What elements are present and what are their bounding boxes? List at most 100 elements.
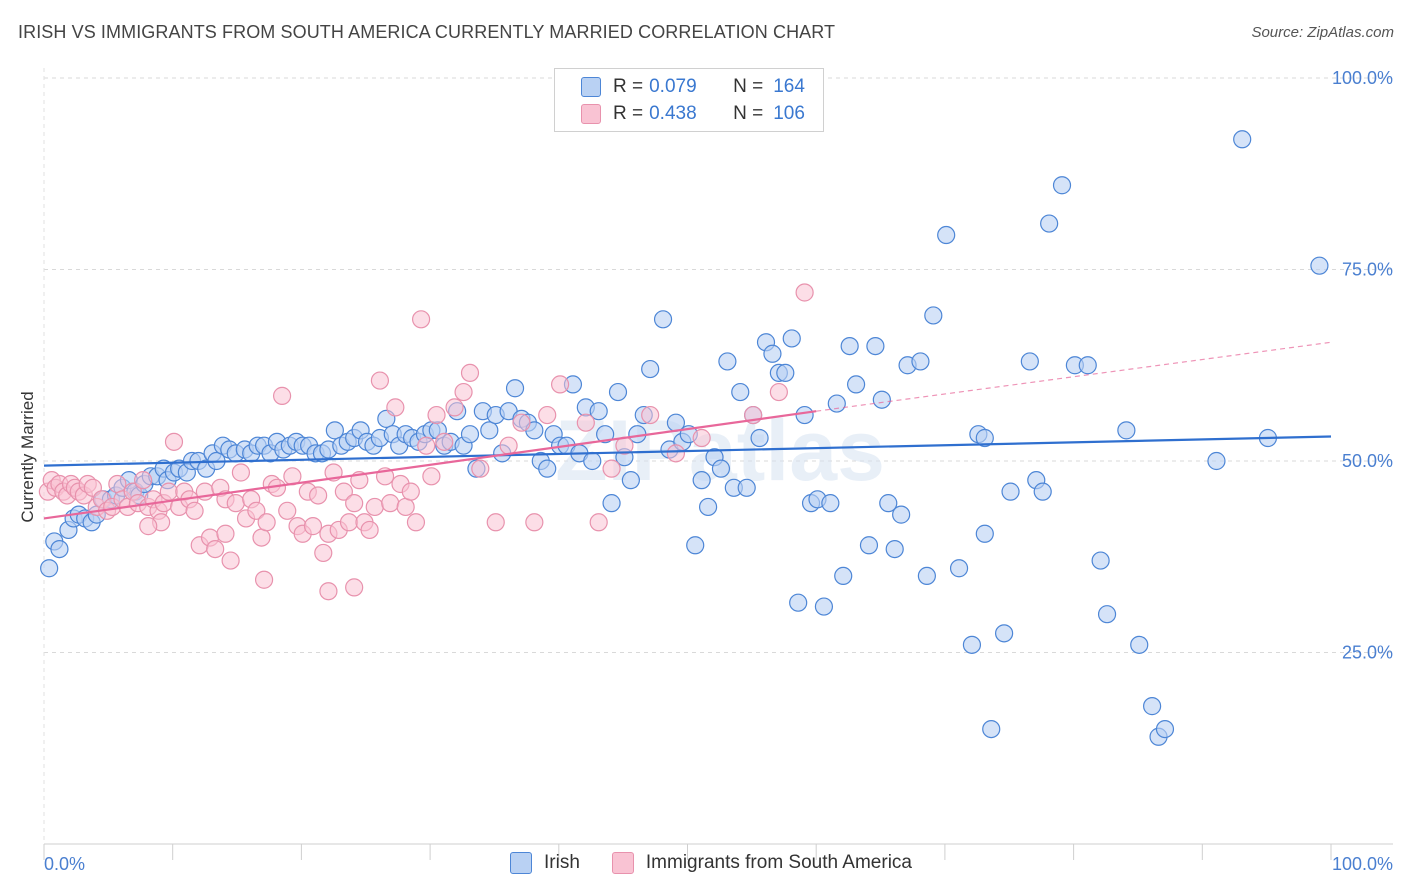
sa-point <box>108 474 127 494</box>
irish-n-label: N = <box>733 76 764 97</box>
irish-legend-swatch <box>510 852 532 874</box>
irish-point <box>641 359 660 379</box>
irish-point <box>1040 214 1059 233</box>
x-tick-label-max: 100.0% <box>1332 854 1393 874</box>
sa-point <box>309 486 328 505</box>
y-tick-label-50: 50.0% <box>1342 451 1393 471</box>
sa-point <box>427 405 446 425</box>
irish-point <box>505 379 525 398</box>
irish-point <box>885 539 904 559</box>
irish-point <box>1001 482 1020 501</box>
irish-point <box>602 494 621 513</box>
trend-lines <box>43 341 1332 520</box>
sa-point <box>216 524 235 543</box>
irish-point <box>480 421 499 440</box>
irish-legend-label: Irish <box>544 852 580 873</box>
sa-point <box>460 363 480 383</box>
sa-point <box>576 413 595 432</box>
irish-point <box>653 310 673 329</box>
irish-point <box>1207 451 1226 471</box>
sa-trend-line-extended <box>816 341 1332 412</box>
irish-point <box>596 425 615 444</box>
sa-point <box>339 513 359 532</box>
sa-point <box>303 517 323 536</box>
irish-point <box>538 459 557 478</box>
irish-point <box>608 382 628 402</box>
sa-point <box>254 570 274 589</box>
sa-point <box>345 494 364 513</box>
sa-point <box>365 497 384 517</box>
irish-point <box>795 405 814 425</box>
irish-point <box>621 471 640 490</box>
irish-point <box>1155 719 1175 739</box>
irish-point <box>1117 421 1136 440</box>
sa-point <box>334 482 353 501</box>
sa-point <box>206 539 225 559</box>
irish-point <box>892 505 911 524</box>
legend-item-south-america[interactable]: Immigrants from South America <box>611 852 912 874</box>
sa-point <box>795 283 814 302</box>
sa-point <box>512 413 531 432</box>
irish-point <box>589 402 608 421</box>
irish-point <box>1233 130 1252 149</box>
irish-point <box>872 390 891 409</box>
legend-item-irish[interactable]: Irish <box>510 852 580 874</box>
south-america-swatch <box>581 104 601 124</box>
sa-point <box>164 432 184 451</box>
gridlines <box>44 77 1393 653</box>
south-america-points <box>38 283 814 601</box>
irish-point <box>1091 551 1110 570</box>
sa-point <box>139 517 158 536</box>
axes <box>43 68 1393 860</box>
sa-point <box>370 371 390 390</box>
irish-point <box>583 451 602 471</box>
irish-point <box>866 337 885 356</box>
sa-point <box>692 428 711 448</box>
sa-trend-line <box>43 410 817 520</box>
irish-point <box>731 382 750 402</box>
sa-point <box>231 463 251 482</box>
sa-point <box>445 398 464 417</box>
sa-point <box>454 382 473 402</box>
series-legend: Irish Immigrants from South America <box>510 852 944 874</box>
irish-point <box>975 524 994 543</box>
sa-n-value: 106 <box>773 103 805 124</box>
y-tick-label-100: 100.0% <box>1332 68 1393 88</box>
irish-point <box>750 428 769 448</box>
sa-point <box>550 375 570 394</box>
irish-point <box>776 363 795 383</box>
tick-labels: 25.0% 50.0% 75.0% 100.0% 0.0% 100.0% <box>44 68 1393 874</box>
y-tick-label-75: 75.0% <box>1342 260 1393 280</box>
sa-point <box>247 501 266 520</box>
sa-legend-swatch <box>611 852 634 874</box>
irish-point <box>1078 356 1097 375</box>
irish-point <box>827 394 846 413</box>
irish-point <box>840 337 859 356</box>
irish-point <box>686 536 705 555</box>
irish-point <box>911 352 930 371</box>
sa-legend-label: Immigrants from South America <box>645 852 912 873</box>
sa-point <box>226 494 245 513</box>
sa-point <box>345 578 364 597</box>
irish-swatch <box>581 77 601 97</box>
sa-point <box>641 405 660 425</box>
irish-point <box>1310 256 1329 275</box>
sa-point <box>272 386 292 405</box>
sa-point <box>538 405 557 425</box>
sa-r-value: 0.438 <box>649 103 697 124</box>
sa-point <box>411 310 431 329</box>
irish-point <box>1052 176 1072 195</box>
sa-point <box>471 459 490 478</box>
irish-point <box>50 539 69 559</box>
sa-point <box>319 582 338 601</box>
irish-point <box>40 559 59 578</box>
irish-point <box>975 428 994 448</box>
irish-point <box>1020 352 1039 371</box>
sa-point <box>221 551 240 570</box>
sa-point <box>257 513 276 532</box>
legend-row-irish: R = 0.079 N = 164 <box>581 75 805 99</box>
irish-point <box>924 306 943 325</box>
irish-point <box>737 478 756 497</box>
irish-r-label: R = <box>613 76 644 97</box>
